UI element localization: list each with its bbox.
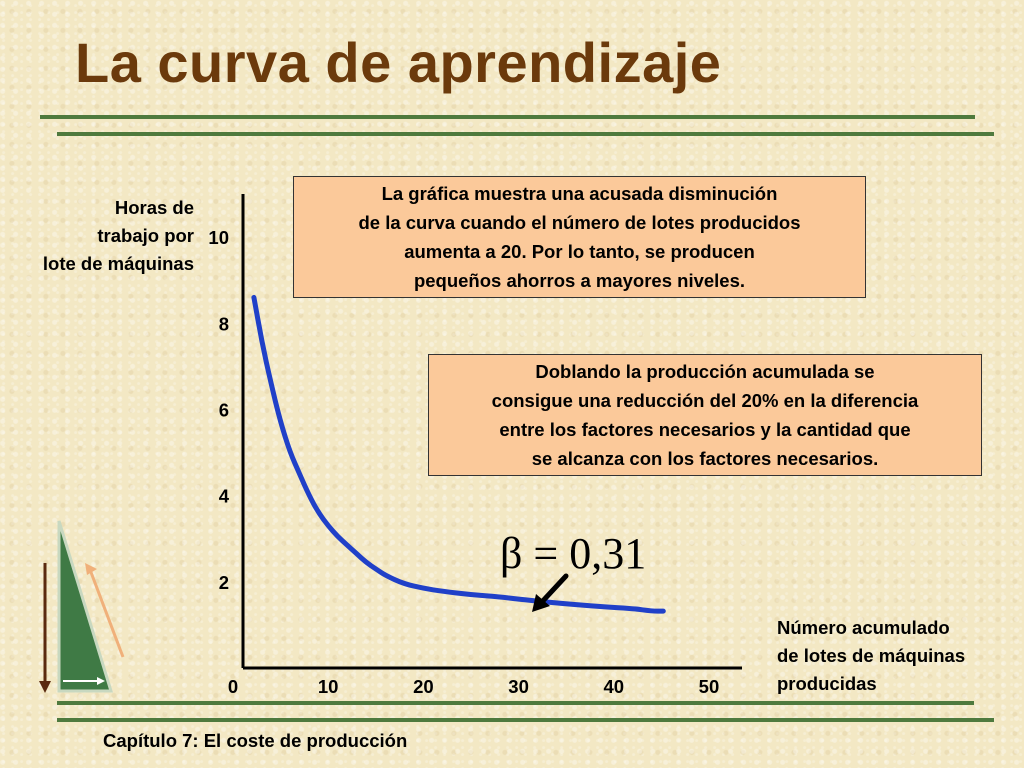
annotation-line: se alcanza con los factores necesarios.: [531, 448, 879, 469]
y-tick-label: 2: [219, 572, 229, 593]
footer-divider-top: [57, 701, 974, 705]
x-tick-label: 0: [228, 676, 238, 697]
y-axis-label-line: Horas de: [114, 197, 194, 218]
annotation-box-doubling: Doblando la producción acumulada se cons…: [428, 354, 982, 476]
x-axis-label-line: de lotes de máquinas: [777, 645, 966, 666]
chart-series: [251, 294, 666, 614]
annotation-line: aumenta a 20. Por lo tanto, se producen: [404, 241, 755, 262]
beta-equation: β = 0,31: [500, 529, 646, 578]
x-tick-label: 50: [699, 676, 720, 697]
x-tick-label: 10: [318, 676, 339, 697]
pointer-arrow-icon: [532, 573, 569, 612]
y-axis-label-line: lote de máquinas: [42, 253, 194, 274]
x-tick-label: 40: [603, 676, 624, 697]
slide-footer: Capítulo 7: El coste de producción: [103, 730, 408, 751]
x-tick-label: 30: [508, 676, 529, 697]
y-axis-label: Horas de trabajo por lote de máquinas: [43, 194, 194, 278]
x-axis-label-line: Número acumulado: [777, 617, 950, 638]
y-tick-label: 10: [208, 227, 229, 248]
chart-axes: [241, 194, 742, 670]
x-axis-label: Número acumulado de lotes de máquinas pr…: [777, 614, 965, 698]
green-triangle-with-arrows-icon: [39, 520, 125, 693]
footer-divider-bottom: [57, 718, 994, 722]
x-tick-label: 20: [413, 676, 434, 697]
annotation-line: La gráfica muestra una acusada disminuci…: [381, 183, 778, 204]
learning-curve-line: [251, 294, 666, 614]
chart-ticks: 0 10 20 30 40 50 2 4 6 8 10: [208, 227, 719, 697]
y-axis-label-line: trabajo por: [97, 225, 194, 246]
annotation-line: de la curva cuando el número de lotes pr…: [358, 212, 801, 233]
x-axis-label-line: producidas: [777, 673, 877, 694]
y-tick-label: 6: [219, 399, 229, 420]
slide-title: La curva de aprendizaje: [75, 31, 722, 94]
annotation-box-decline: La gráfica muestra una acusada disminuci…: [293, 176, 866, 298]
title-divider-bottom: [57, 132, 994, 136]
annotation-line: consigue una reducción del 20% en la dif…: [491, 390, 919, 411]
annotation-line: pequeños ahorros a mayores niveles.: [413, 270, 746, 291]
y-tick-label: 4: [219, 486, 230, 507]
annotation-line: Doblando la producción acumulada se: [535, 361, 875, 382]
annotation-line: entre los factores necesarios y la canti…: [499, 419, 911, 440]
y-tick-label: 8: [219, 313, 229, 334]
title-divider-top: [40, 115, 975, 119]
